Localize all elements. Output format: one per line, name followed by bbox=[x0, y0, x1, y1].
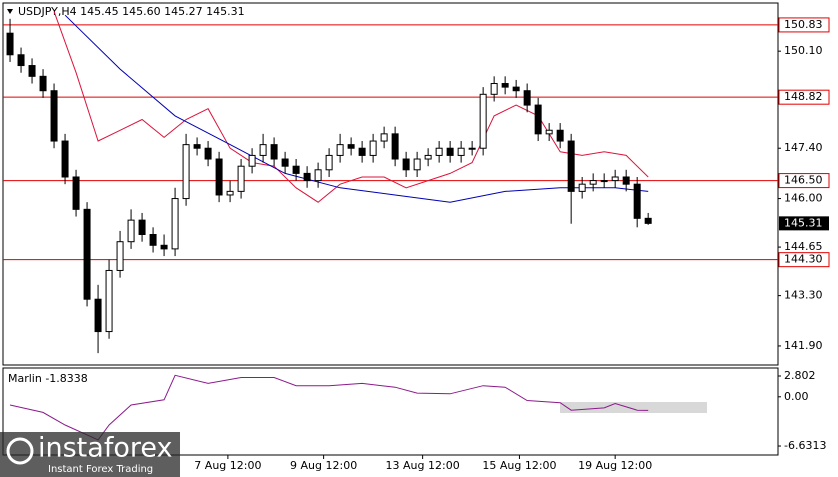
level-label-box bbox=[778, 252, 830, 268]
candle-body bbox=[248, 154, 256, 167]
candle-body bbox=[160, 244, 168, 250]
candle-body bbox=[644, 217, 652, 224]
candle-body bbox=[94, 298, 102, 333]
x-tick-label: 15 Aug 12:00 bbox=[482, 459, 556, 472]
y-tick-label: 143.30 bbox=[784, 289, 823, 302]
candle-body bbox=[347, 144, 355, 149]
candle-body bbox=[457, 147, 465, 156]
candle-body bbox=[567, 140, 575, 192]
candle-body bbox=[204, 147, 212, 160]
collapse-arrow bbox=[7, 9, 13, 14]
x-tick-label: 13 Aug 12:00 bbox=[386, 459, 460, 472]
candle-body bbox=[556, 129, 564, 142]
candle-body bbox=[149, 234, 157, 246]
candle-body bbox=[358, 147, 366, 156]
candle-body bbox=[633, 183, 641, 219]
candle-body bbox=[545, 129, 553, 135]
level-label-box bbox=[778, 17, 830, 33]
candle-body bbox=[171, 198, 179, 250]
candle-body bbox=[215, 158, 223, 196]
candle-body bbox=[50, 90, 58, 142]
candle-body bbox=[138, 219, 146, 236]
candle-body bbox=[424, 154, 432, 160]
level-label-box bbox=[778, 173, 830, 189]
candle-body bbox=[270, 144, 278, 160]
candle-body bbox=[413, 158, 421, 171]
y-tick-label: -6.6313 bbox=[784, 439, 826, 452]
level-label-box bbox=[778, 89, 830, 105]
watermark-logo bbox=[6, 437, 34, 465]
y-tick-label: 147.40 bbox=[784, 141, 823, 154]
x-tick-label: 19 Aug 12:00 bbox=[578, 459, 652, 472]
candle-body bbox=[446, 147, 454, 156]
candle-body bbox=[435, 147, 443, 156]
candle-body bbox=[611, 176, 619, 182]
candle-body bbox=[589, 180, 597, 185]
candle-body bbox=[6, 32, 14, 56]
candle-body bbox=[17, 54, 25, 67]
y-tick-label: 2.802 bbox=[784, 369, 816, 382]
watermark-tagline: Instant Forex Trading bbox=[48, 464, 153, 475]
candle-body bbox=[622, 176, 630, 185]
candle-body bbox=[72, 176, 80, 210]
candle-body bbox=[314, 169, 322, 182]
x-tick-label: 9 Aug 12:00 bbox=[290, 459, 357, 472]
candle-body bbox=[105, 269, 113, 333]
price-panel bbox=[2, 2, 779, 366]
y-tick-label: 146.00 bbox=[784, 192, 823, 205]
current-price-box bbox=[779, 216, 829, 231]
candle-body bbox=[281, 158, 289, 167]
indicator-shade bbox=[560, 402, 707, 413]
candle-body bbox=[336, 144, 344, 156]
y-tick-label: 0.00 bbox=[784, 390, 809, 403]
level-label: 144.30 bbox=[784, 253, 823, 266]
candle-body bbox=[380, 133, 388, 142]
chart-title: USDJPY,H4 145.45 145.60 145.27 145.31 bbox=[18, 5, 245, 18]
candle-body bbox=[523, 90, 531, 106]
candle-body bbox=[182, 144, 190, 200]
candle-body bbox=[292, 165, 300, 174]
level-label: 146.50 bbox=[784, 174, 823, 187]
candle-body bbox=[501, 83, 509, 88]
candle-body bbox=[83, 208, 91, 300]
candle-body bbox=[28, 65, 36, 77]
x-tick-label: 7 Aug 12:00 bbox=[194, 459, 261, 472]
watermark-brand: instaforex bbox=[38, 433, 172, 464]
candle-body bbox=[259, 144, 267, 156]
candle-body bbox=[61, 140, 69, 178]
candle-body bbox=[512, 86, 520, 92]
y-tick-label: 141.90 bbox=[784, 339, 823, 352]
candle-body bbox=[193, 144, 201, 149]
candle-body bbox=[490, 83, 498, 95]
level-label: 150.83 bbox=[784, 18, 823, 31]
level-label: 148.82 bbox=[784, 90, 823, 103]
candle-body bbox=[391, 133, 399, 160]
y-tick-label: 144.65 bbox=[784, 240, 823, 253]
indicator-title: Marlin -1.8338 bbox=[8, 372, 88, 385]
candle-body bbox=[600, 180, 608, 183]
candle-body bbox=[237, 165, 245, 192]
candle-body bbox=[402, 158, 410, 171]
candle-body bbox=[127, 219, 135, 243]
indicator-line bbox=[9, 374, 649, 441]
candle-body bbox=[578, 183, 586, 192]
candle-body bbox=[303, 172, 311, 182]
candle-body bbox=[479, 93, 487, 149]
candle-body bbox=[39, 75, 47, 92]
candle-body bbox=[369, 140, 377, 156]
current-price-label: 145.31 bbox=[784, 216, 823, 229]
candle-body bbox=[226, 190, 234, 196]
candle-body bbox=[534, 104, 542, 135]
candle-body bbox=[325, 154, 333, 171]
candle-body bbox=[116, 241, 124, 271]
y-tick-label: 150.10 bbox=[784, 44, 823, 57]
candle-body bbox=[468, 147, 476, 150]
